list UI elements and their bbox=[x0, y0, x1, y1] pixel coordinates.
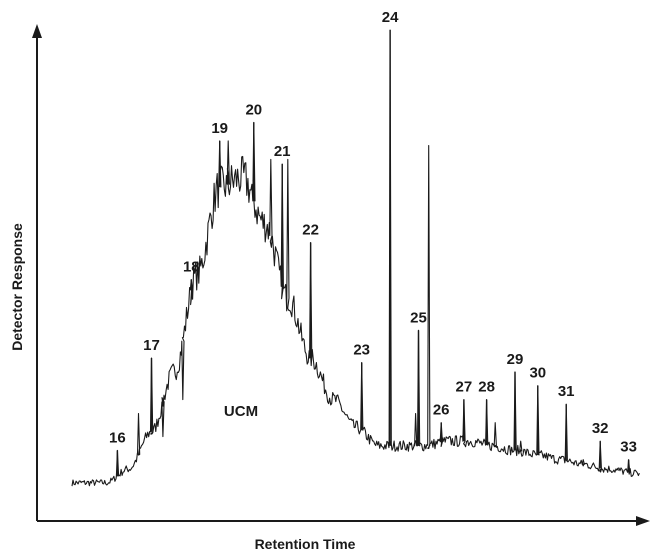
peak-label-32: 32 bbox=[592, 420, 609, 437]
peak-label-19: 19 bbox=[211, 120, 228, 137]
chromatogram-trace bbox=[71, 29, 640, 487]
peak-label-20: 20 bbox=[245, 101, 262, 118]
peak-label-17: 17 bbox=[143, 337, 160, 354]
y-axis-title: Detector Response bbox=[9, 223, 25, 351]
x-axis-title: Retention Time bbox=[255, 536, 356, 552]
peak-label-28: 28 bbox=[478, 379, 495, 396]
peak-label-33: 33 bbox=[620, 439, 637, 456]
peak-label-27: 27 bbox=[456, 379, 473, 396]
peak-label-23: 23 bbox=[353, 342, 370, 359]
y-axis-arrow bbox=[32, 24, 42, 38]
peak-label-30: 30 bbox=[529, 365, 546, 382]
peak-label-25: 25 bbox=[410, 309, 427, 326]
ucm-annotation: UCM bbox=[224, 403, 258, 420]
peak-label-18: 18 bbox=[183, 259, 200, 276]
x-axis-arrow bbox=[636, 516, 650, 526]
peak-label-22: 22 bbox=[302, 222, 319, 239]
axes bbox=[32, 24, 650, 526]
peak-label-26: 26 bbox=[433, 402, 450, 419]
peak-label-24: 24 bbox=[382, 9, 399, 26]
peak-label-21: 21 bbox=[274, 143, 291, 160]
peaks bbox=[116, 30, 630, 476]
peak-label-16: 16 bbox=[109, 429, 126, 446]
peak-labels: 16 17 18 19 20 21 22 23 24 25 26 27 28 29 30 31 32 33 bbox=[109, 9, 637, 456]
peak-label-29: 29 bbox=[507, 351, 524, 368]
peak-label-31: 31 bbox=[558, 383, 575, 400]
